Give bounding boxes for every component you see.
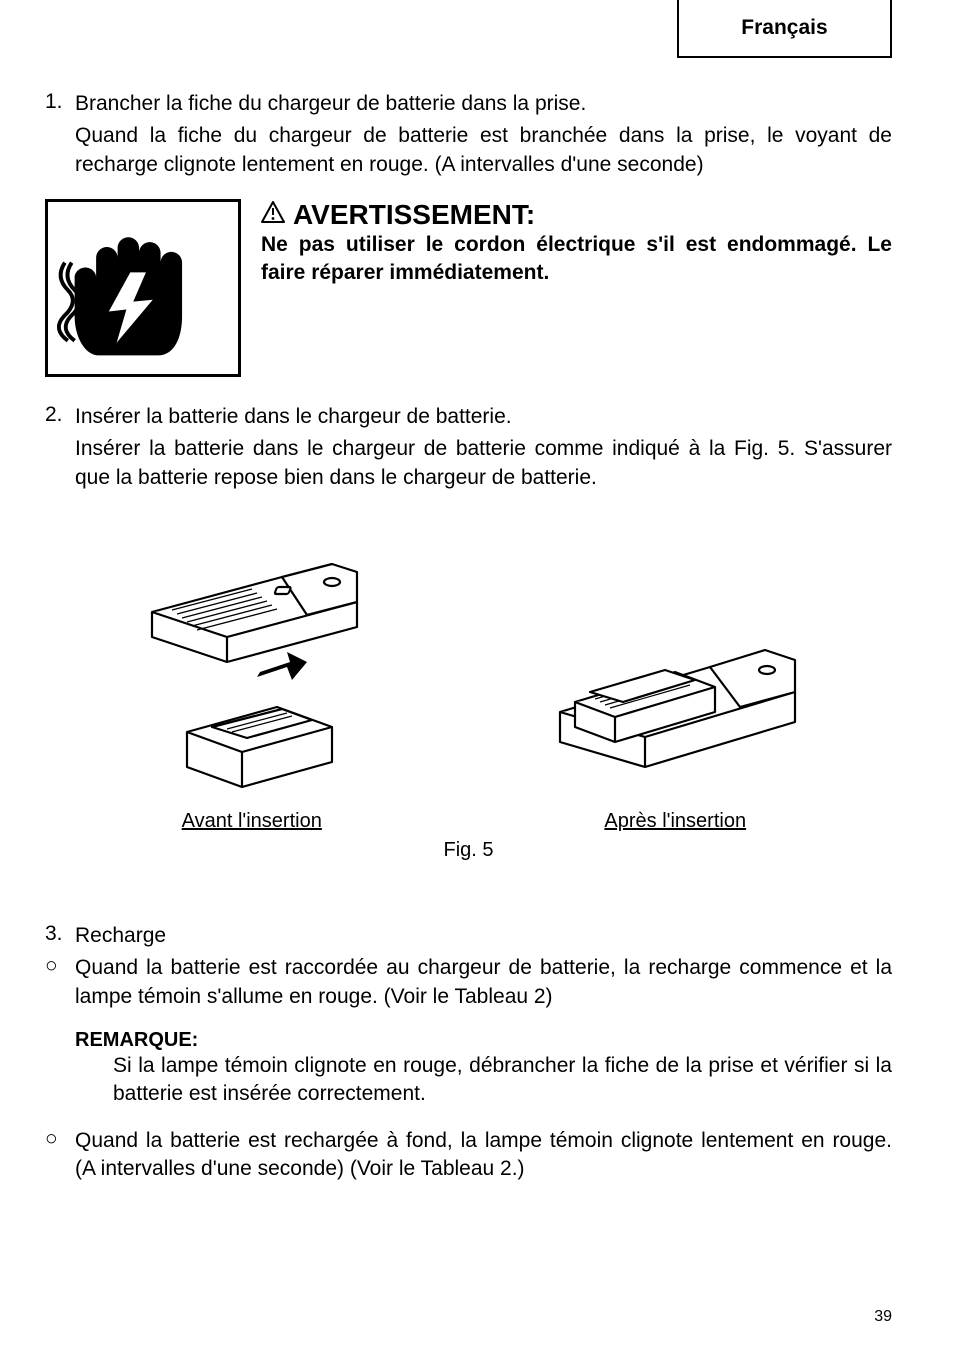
figure-after-insertion xyxy=(545,592,805,792)
warning-triangle-icon xyxy=(261,200,285,224)
page-number: 39 xyxy=(874,1308,892,1326)
warning-safety-icon xyxy=(45,199,241,377)
note-block: REMARQUE: Si la lampe témoin clignote en… xyxy=(75,1029,892,1109)
warning-block: AVERTISSEMENT: Ne pas utiliser le cordon… xyxy=(45,199,892,377)
step-2-body: Insérer la batterie dans le chargeur de … xyxy=(75,435,892,492)
note-body: Si la lampe témoin clignote en rouge, dé… xyxy=(113,1052,892,1109)
figure-before-insertion xyxy=(132,532,372,792)
page-content: 1. Brancher la fiche du chargeur de batt… xyxy=(45,28,892,1183)
warning-body: Ne pas utiliser le cordon électrique s'i… xyxy=(261,231,892,288)
step-2: 2. Insérer la batterie dans le chargeur … xyxy=(45,403,892,431)
step-3-bullet-2: ○ Quand la batterie est rechargée à fond… xyxy=(45,1127,892,1184)
note-heading: REMARQUE: xyxy=(75,1029,892,1052)
step-1-number: 1. xyxy=(45,90,75,118)
step-3: 3. Recharge xyxy=(45,922,892,950)
step-3-title: Recharge xyxy=(75,922,166,950)
step-1-title: Brancher la fiche du chargeur de batteri… xyxy=(75,90,586,118)
figure-label: Fig. 5 xyxy=(45,839,892,862)
bullet-circle-icon: ○ xyxy=(45,1127,75,1184)
figure-5: Avant l'insertion xyxy=(45,532,892,862)
step-3-bullet-1: ○ Quand la batterie est raccordée au cha… xyxy=(45,954,892,1011)
step-3-bullet-2-text: Quand la batterie est rechargée à fond, … xyxy=(75,1127,892,1184)
step-1: 1. Brancher la fiche du chargeur de batt… xyxy=(45,90,892,118)
step-3-number: 3. xyxy=(45,922,75,950)
step-1-body: Quand la fiche du chargeur de batterie e… xyxy=(75,122,892,179)
step-2-title: Insérer la batterie dans le chargeur de … xyxy=(75,403,512,431)
bullet-circle-icon: ○ xyxy=(45,954,75,1011)
language-tab: Français xyxy=(677,0,892,58)
figure-caption-right: Après l'insertion xyxy=(604,810,746,833)
figure-caption-left: Avant l'insertion xyxy=(182,810,322,833)
warning-heading: AVERTISSEMENT: xyxy=(293,199,535,231)
step-3-bullet-1-text: Quand la batterie est raccordée au charg… xyxy=(75,954,892,1011)
step-2-number: 2. xyxy=(45,403,75,431)
